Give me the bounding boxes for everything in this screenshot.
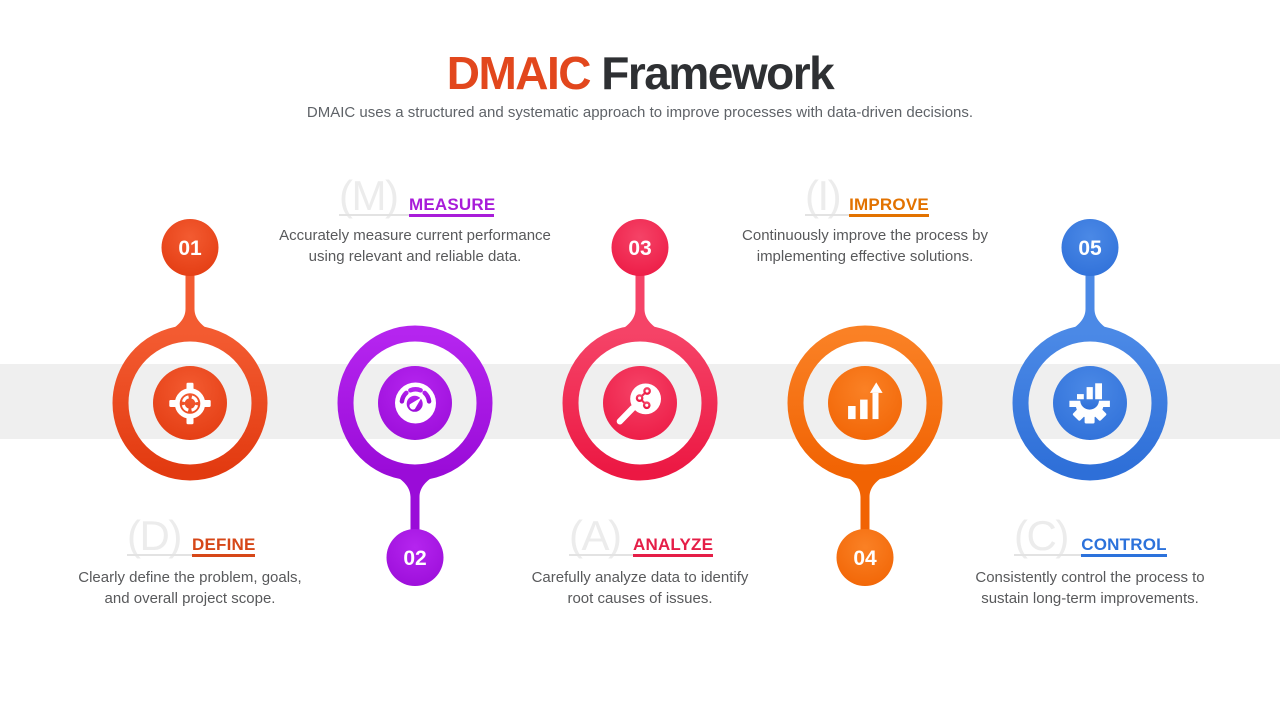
svg-text:05: 05 — [1078, 237, 1102, 260]
svg-text:02: 02 — [403, 547, 426, 570]
svg-text:04: 04 — [853, 547, 877, 570]
svg-text:03: 03 — [628, 237, 651, 260]
svg-text:01: 01 — [178, 237, 202, 260]
